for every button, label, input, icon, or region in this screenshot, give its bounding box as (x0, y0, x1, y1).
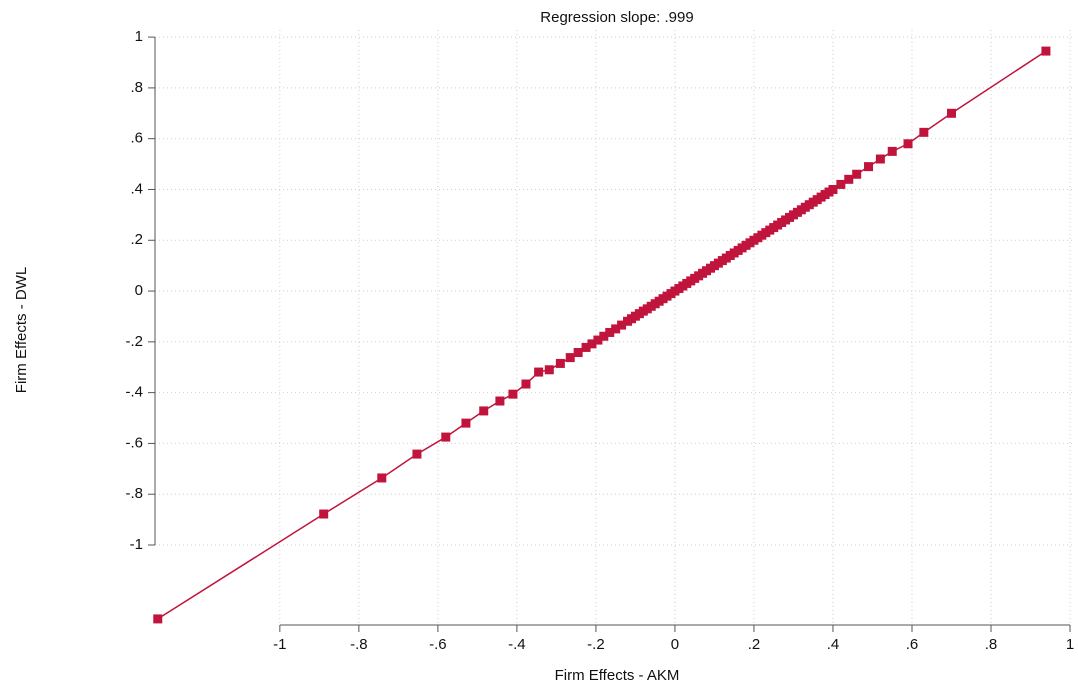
point (441, 432, 451, 442)
point (544, 365, 554, 375)
point (946, 108, 956, 118)
y-tick-label: -.8 (125, 485, 143, 502)
point (903, 139, 913, 149)
x-tick-label: -.4 (508, 636, 526, 653)
y-tick-label: -1 (130, 536, 143, 553)
x-tick-label: -.6 (429, 636, 447, 653)
x-tick-label: 1 (1066, 636, 1074, 653)
y-tick-label: 1 (135, 28, 143, 45)
point (479, 406, 489, 416)
y-tick-label: .4 (130, 180, 143, 197)
point (573, 348, 583, 358)
y-tick-label: 0 (135, 282, 143, 299)
y-tick-label: .2 (130, 231, 143, 248)
point (887, 146, 897, 156)
point (565, 353, 575, 363)
point (836, 179, 846, 189)
x-tick-label: -.8 (350, 636, 368, 653)
point (605, 327, 615, 337)
point (593, 335, 603, 345)
point (555, 358, 565, 368)
point (412, 449, 422, 459)
point (521, 379, 531, 389)
y-tick-label: -.4 (125, 384, 143, 401)
point (495, 396, 505, 406)
point (581, 342, 591, 352)
y-tick-label: -.6 (125, 434, 143, 451)
y-axis-title: Firm Effects - DWL (13, 267, 30, 393)
y-tick-label: .8 (130, 79, 143, 96)
point (461, 418, 471, 428)
y-tick-label: .6 (130, 130, 143, 147)
x-tick-label: -1 (273, 636, 286, 653)
point (319, 509, 329, 519)
point (828, 184, 838, 194)
x-axis-title: Firm Effects - AKM (555, 667, 680, 684)
point (919, 127, 929, 137)
point (875, 154, 885, 164)
point (617, 320, 627, 330)
x-tick-label: .2 (748, 636, 761, 653)
x-tick-label: .4 (827, 636, 840, 653)
point (534, 367, 544, 377)
x-tick-label: 0 (671, 636, 679, 653)
point (1041, 46, 1051, 56)
point (599, 331, 609, 341)
x-tick-label: .6 (906, 636, 919, 653)
point (844, 174, 854, 184)
x-tick-label: -.2 (587, 636, 605, 653)
point (153, 614, 163, 624)
y-tick-label: -.2 (125, 333, 143, 350)
chart-title: Regression slope: .999 (540, 9, 693, 26)
point (377, 473, 387, 483)
x-tick-label: .8 (985, 636, 998, 653)
point (587, 339, 597, 349)
point (864, 162, 874, 172)
point (508, 389, 518, 399)
point (611, 324, 621, 334)
point (852, 169, 862, 179)
